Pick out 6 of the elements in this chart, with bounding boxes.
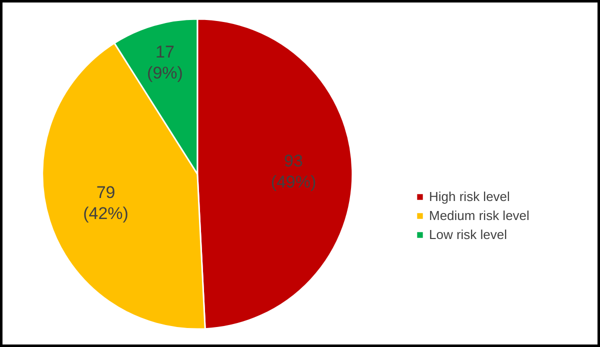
legend-label: Low risk level [429,227,508,242]
data-label: 79 (42%) [83,183,128,224]
legend-label: High risk level [429,189,510,204]
legend-label: Medium risk level [429,208,530,223]
data-label: 93 (49%) [270,152,316,192]
data-label: 17 (9%) [147,42,183,82]
